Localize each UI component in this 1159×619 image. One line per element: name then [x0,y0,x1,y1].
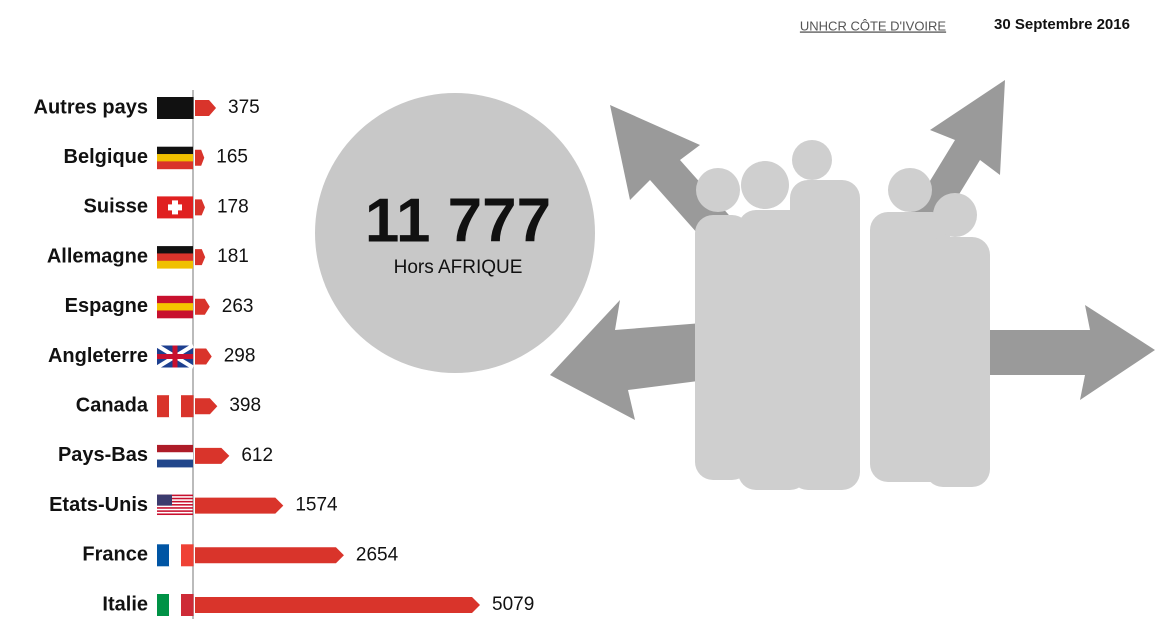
category-label: Suisse [84,196,148,218]
category-label: Angleterre [48,345,148,367]
flag-stripe [157,303,193,311]
flag-stripe [157,494,193,497]
flag [157,544,194,567]
people-silhouette [695,140,990,490]
flag-stripe [157,510,193,512]
flag [157,494,193,516]
value-label: 298 [224,346,256,367]
total-label: Hors AFRIQUE [394,257,523,278]
flag [157,594,194,616]
bar [195,597,480,613]
category-label: Etats-Unis [49,494,148,516]
value-label: 181 [217,246,249,267]
flag [157,444,193,468]
flag-stripe [157,544,170,567]
bar [195,199,205,216]
flag-stripe [157,452,193,461]
bar [195,447,230,464]
header: UNHCR CÔTE D'IVOIRE [800,18,947,33]
value-label: 398 [229,395,261,416]
category-label: Allemagne [47,245,148,267]
flag-stripe [181,395,194,418]
value-label: 375 [228,97,260,118]
flag-stripe [157,395,170,418]
flag [157,295,193,319]
flag [157,97,194,119]
flag-cross [157,345,193,368]
flag-stripe [157,444,193,453]
category-label: France [82,544,148,566]
flag-stripe [157,253,193,262]
flag-canton [157,494,172,506]
flag-stripe [157,459,193,468]
value-label: 263 [222,296,254,317]
bar [195,547,344,564]
total-circle [315,93,595,373]
total: 11 777 [365,186,551,255]
flag-stripe [169,395,182,418]
flag-stripe [181,594,194,616]
flag-stripe [157,154,193,162]
category-label: Belgique [64,146,148,168]
flag-stripe [157,513,193,516]
flag-stripe [157,161,193,170]
category-label: Canada [76,394,149,416]
bar [195,249,206,266]
flag-stripe [169,544,182,567]
bar [195,298,210,315]
flag-stripe [157,295,193,304]
flag [157,246,193,269]
flag-cross [168,204,182,211]
category-label: Pays-Bas [58,444,148,466]
flag-stripe [157,310,193,319]
flag-stripe [181,97,194,119]
flag [157,196,193,219]
value-label: 178 [217,196,249,217]
flag-stripe [157,260,193,269]
category-label: Autres pays [34,96,149,118]
date: 30 Septembre 2016 [994,16,1130,33]
bar [195,100,217,116]
category-label: Italie [102,593,148,615]
bar [195,398,218,415]
value-label: 612 [241,445,273,466]
flag-stripe [157,594,170,616]
flag-stripe [169,594,182,616]
flag-stripe [157,507,193,509]
value-label: 5079 [492,594,534,615]
flag-stripe [181,544,194,567]
bar [195,497,284,514]
category-label: Espagne [65,295,148,317]
flag-stripe [157,504,193,506]
flag [155,343,195,370]
flag [157,395,194,418]
value-label: 2654 [356,544,399,565]
flag-stripe [157,500,193,503]
bar [195,348,212,365]
flag-stripe [157,246,193,254]
bar [195,149,205,166]
value-label: 165 [216,147,248,168]
flag-stripe [169,97,182,119]
flag-stripe [157,497,193,500]
value-label: 1574 [295,495,338,516]
flag-stripe [157,97,170,119]
flag-stripe [157,146,193,155]
flag [157,146,193,170]
